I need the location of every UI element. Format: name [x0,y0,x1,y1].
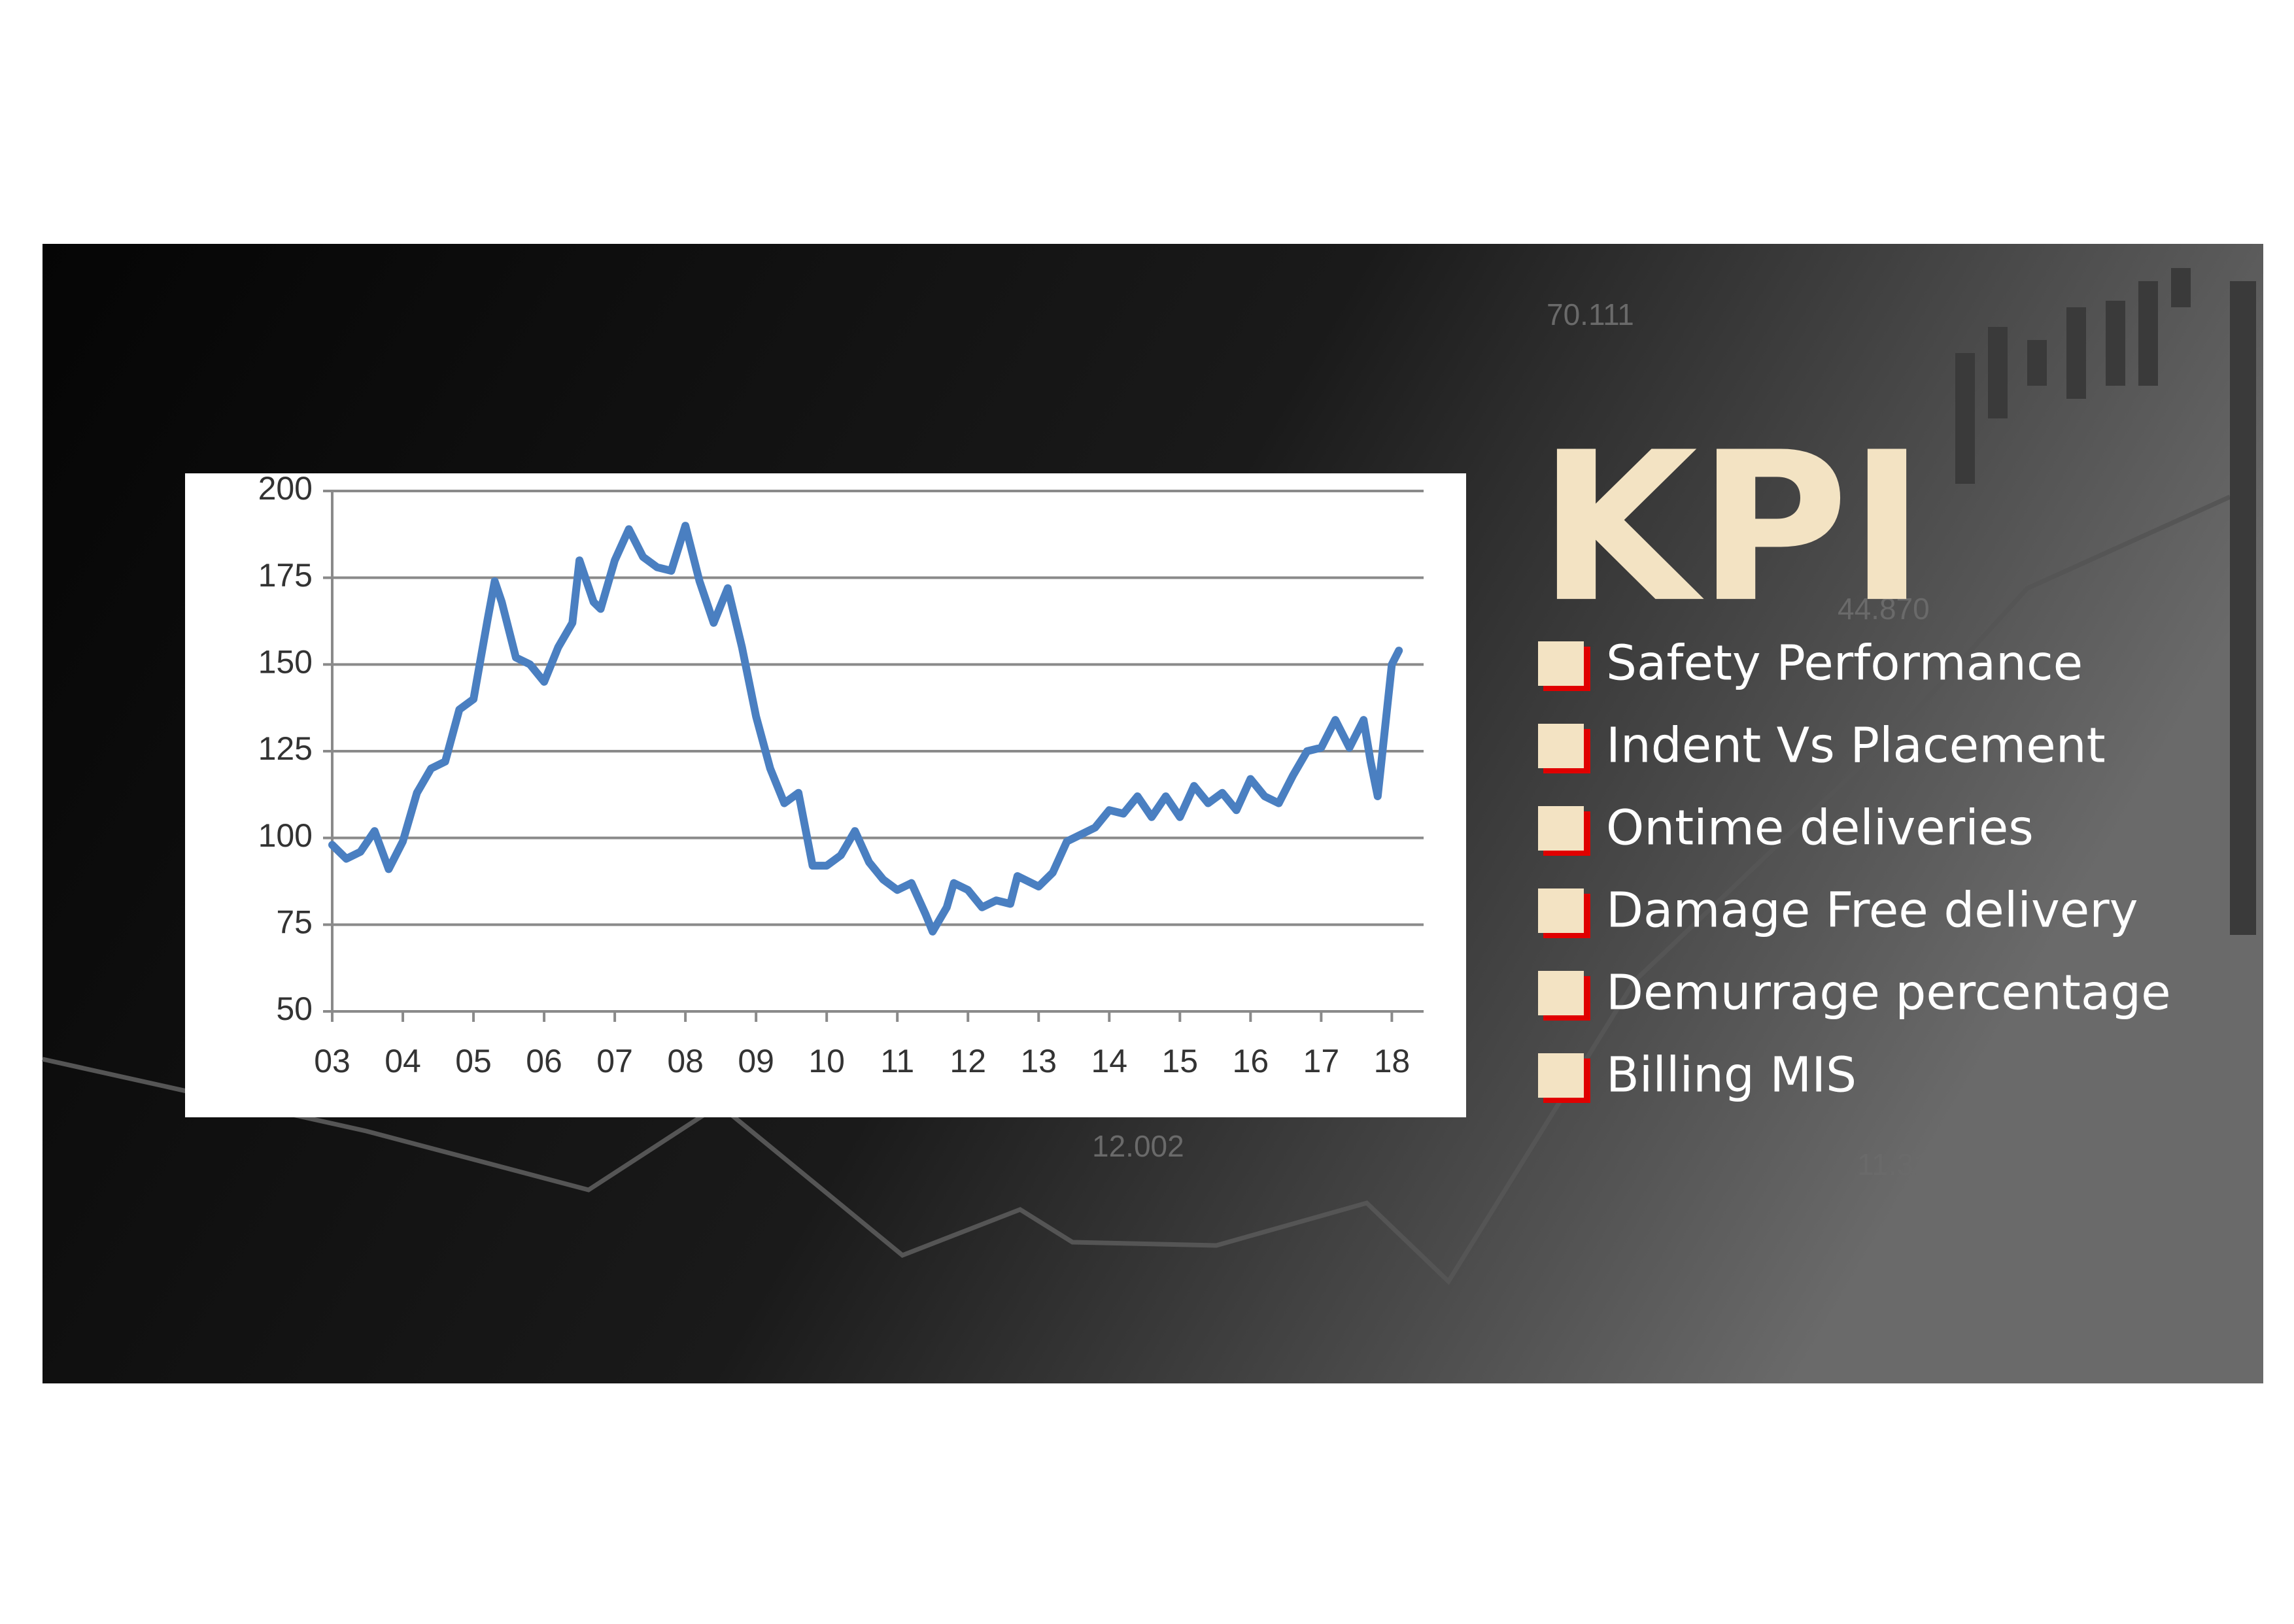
y-tick-label: 75 [276,904,313,941]
x-tick-label: 13 [1020,1043,1057,1079]
background-number: 44.870 [1838,592,1930,626]
x-tick-label: 15 [1161,1043,1198,1079]
x-tick-label: 18 [1374,1043,1411,1079]
checkbox [1538,1053,1584,1098]
background-number: 12.002 [1092,1129,1184,1163]
background-number: 11.311 [1857,1147,1945,1181]
x-tick-label: 12 [950,1043,986,1079]
x-tick-label: 08 [667,1043,704,1079]
x-tick-label: 17 [1303,1043,1340,1079]
x-tick-label: 07 [596,1043,633,1079]
checkbox [1538,971,1584,1015]
y-tick-label: 200 [258,470,313,507]
x-tick-label: 11 [880,1043,914,1079]
x-tick-label: 16 [1233,1043,1269,1079]
kpi-item: Billing MIS [1606,1047,1857,1104]
checkbox [1538,806,1584,851]
x-tick-label: 09 [738,1043,774,1079]
background-number: 70.111 [1547,297,1634,331]
kpi-list: Safety Performance Indent Vs Placement Ont… [1538,635,2171,1104]
y-tick-label: 50 [276,990,313,1027]
x-tick-label: 14 [1091,1043,1127,1079]
checkbox [1538,888,1584,933]
chart: 50 75 100 125 150 175 200 03 04 05 06 07 08 09 10 11 12 1… [258,470,1424,1079]
background-candles [1955,268,2256,935]
kpi-item: Indent Vs Placement [1606,718,2106,774]
x-tick-label: 04 [385,1043,421,1079]
y-tick-label: 100 [258,817,313,854]
chart-panel [185,473,1466,1117]
data-line [328,522,1403,936]
y-tick-label: 125 [258,730,313,767]
checkbox [1538,641,1584,686]
background-trend [42,494,2231,1285]
kpi-title: KPI [1538,409,1925,648]
kpi-item: Ontime deliveries [1606,800,2034,856]
kpi-item: Demurrage percentage [1606,965,2171,1021]
x-tick-label: 10 [808,1043,845,1079]
x-tick-label: 03 [314,1043,351,1079]
x-tick-label: 05 [455,1043,492,1079]
x-tick-label: 06 [526,1043,562,1079]
checkbox [1538,724,1584,768]
kpi-item: Damage Free delivery [1606,883,2138,939]
y-tick-label: 150 [258,644,313,681]
y-tick-label: 175 [258,557,313,594]
kpi-item: Safety Performance [1606,635,2083,692]
